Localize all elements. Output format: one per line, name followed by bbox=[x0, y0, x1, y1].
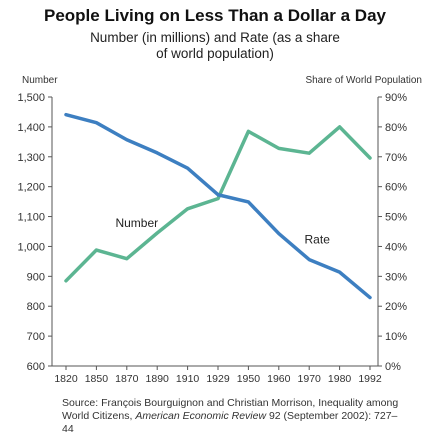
x-tick-label: 1870 bbox=[115, 373, 139, 385]
source-prefix: Source: François Bourguignon and Christi… bbox=[62, 397, 399, 422]
x-tick-label: 1820 bbox=[54, 373, 78, 385]
source-suffix: 92 (September 2002): 727–44 bbox=[62, 410, 398, 435]
series-lines bbox=[64, 112, 372, 300]
subtitle-line-1: Number (in millions) and Rate (as a shar… bbox=[90, 30, 340, 45]
y2-axis-label: Share of World Population bbox=[305, 75, 422, 86]
axes bbox=[48, 96, 382, 370]
y-tick-label: 1,200 bbox=[17, 182, 45, 194]
y-tick-label: 900 bbox=[27, 271, 45, 283]
x-tick-label: 1960 bbox=[267, 373, 291, 385]
y2-tick-label: 90% bbox=[385, 92, 407, 104]
y2-tick-label: 80% bbox=[385, 122, 407, 134]
chart-title: People Living on Less Than a Dollar a Da… bbox=[44, 6, 386, 25]
y-tick-label: 1,000 bbox=[17, 241, 45, 253]
y2-tick-label: 40% bbox=[385, 241, 407, 253]
y2-tick-label: 70% bbox=[385, 152, 407, 164]
y-tick-label: 700 bbox=[27, 331, 45, 343]
chart-subtitle: Number (in millions) and Rate (as a shar… bbox=[0, 30, 430, 62]
x-tick-label: 1850 bbox=[85, 373, 109, 385]
x-tick-label: 1929 bbox=[206, 373, 230, 385]
y-tick-label: 800 bbox=[27, 301, 45, 313]
rate-series-line bbox=[64, 125, 372, 283]
tick-labels: 600 700 800 900 1,000 1,100 1,200 1,300 1,400 1,5… bbox=[17, 92, 407, 385]
y-tick-label: 1,100 bbox=[17, 212, 45, 224]
y2-tick-label: 10% bbox=[385, 331, 407, 343]
y-tick-label: 1,500 bbox=[17, 92, 45, 104]
y2-tick-label: 60% bbox=[385, 182, 407, 194]
y-tick-label: 600 bbox=[27, 361, 45, 373]
x-tick-label: 1980 bbox=[328, 373, 352, 385]
y-axis-label: Number bbox=[22, 75, 58, 86]
y-tick-label: 1,300 bbox=[17, 152, 45, 164]
x-tick-label: 1970 bbox=[298, 373, 322, 385]
y2-tick-label: 50% bbox=[385, 212, 407, 224]
source-journal: American Economic Review bbox=[135, 410, 267, 422]
series-labels: Number Rate bbox=[115, 216, 330, 246]
number-series-label: Number bbox=[115, 216, 158, 230]
y-tick-label: 1,400 bbox=[17, 122, 45, 134]
x-tick-label: 1910 bbox=[176, 373, 200, 385]
number-series-line bbox=[64, 112, 372, 300]
y2-tick-label: 0% bbox=[385, 361, 401, 373]
rate-series-label: Rate bbox=[305, 232, 331, 246]
x-tick-label: 1890 bbox=[146, 373, 170, 385]
y2-tick-label: 30% bbox=[385, 271, 407, 283]
x-tick-label: 1992 bbox=[358, 373, 382, 385]
source-note: Source: François Bourguignon and Christi… bbox=[62, 397, 402, 436]
subtitle-line-2: of world population) bbox=[156, 46, 274, 61]
x-tick-label: 1950 bbox=[237, 373, 261, 385]
y2-tick-label: 20% bbox=[385, 301, 407, 313]
